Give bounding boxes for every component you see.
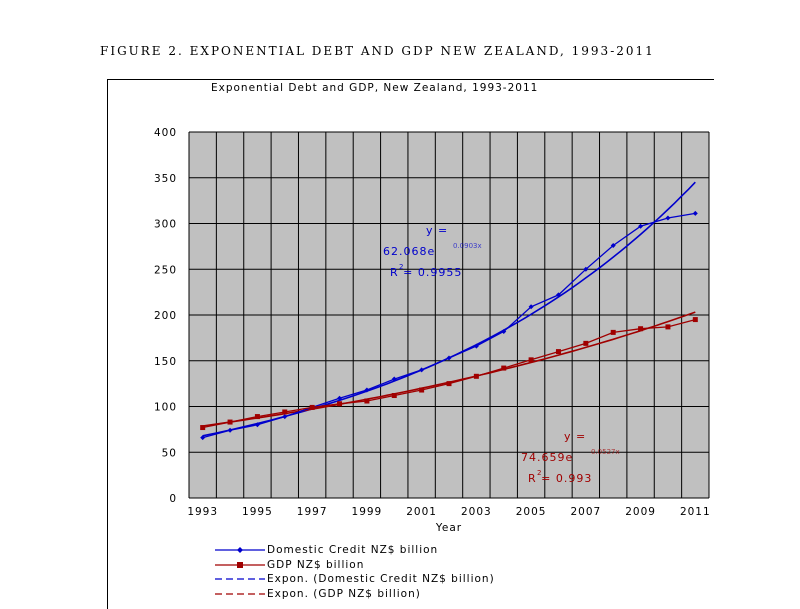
series-0-point-15 — [610, 242, 616, 248]
data-series — [200, 210, 698, 441]
x-tick-label-2: 1997 — [297, 506, 328, 518]
y-tick-label-1: 50 — [162, 447, 177, 459]
legend-swatch-gdp — [215, 561, 265, 568]
series-1-point-11 — [501, 365, 507, 371]
series-0-point-8 — [419, 367, 425, 373]
series-0-point-1 — [227, 427, 233, 433]
legend-item-gdp: GDP NZ$ billion — [215, 558, 495, 573]
legend-swatch-credit — [215, 547, 265, 554]
legend-item-credit: Domestic Credit NZ$ billion — [215, 543, 495, 558]
legend-label-credit-trend: Expon. (Domestic Credit NZ$ billion) — [267, 573, 495, 586]
x-tick-label-4: 2001 — [406, 506, 437, 518]
legend: Domestic Credit NZ$ billion GDP NZ$ bill… — [215, 543, 495, 601]
series-1-point-12 — [528, 357, 534, 363]
series-0-point-10 — [473, 343, 479, 349]
equation-0-coef: 62.068e — [383, 245, 435, 258]
series-1-point-4 — [309, 404, 315, 410]
y-tick-label-7: 350 — [154, 173, 177, 185]
legend-item-credit-trend: Expon. (Domestic Credit NZ$ billion) — [215, 572, 495, 587]
series-0-point-9 — [446, 355, 452, 361]
series-0-point-17 — [665, 215, 671, 221]
series-0-point-16 — [638, 223, 644, 229]
series-0-point-14 — [583, 266, 589, 272]
series-1-point-1 — [227, 419, 233, 425]
legend-label-credit: Domestic Credit NZ$ billion — [267, 544, 439, 557]
y-tick-label-4: 200 — [154, 310, 177, 322]
legend-label-gdp-trend: Expon. (GDP NZ$ billion) — [267, 587, 421, 600]
series-1-point-6 — [364, 398, 370, 404]
equation-0-exponent: 0.0903x — [453, 242, 482, 250]
series-0-point-6 — [364, 387, 370, 393]
x-tick-label-9: 2011 — [680, 506, 711, 518]
equation-1-r2: R = 0.993 — [528, 472, 592, 485]
x-tick-label-0: 1993 — [187, 506, 218, 518]
chart-title: Exponential Debt and GDP, New Zealand, 1… — [211, 82, 538, 94]
y-tick-label-3: 150 — [154, 356, 177, 368]
figure-caption: FIGURE 2. EXPONENTIAL DEBT AND GDP NEW Z… — [100, 44, 655, 58]
series-0-point-7 — [391, 376, 397, 382]
series-1-point-5 — [337, 401, 343, 407]
series-1-point-18 — [692, 317, 698, 323]
series-1-point-15 — [610, 329, 616, 335]
x-tick-label-5: 2003 — [461, 506, 492, 518]
grid-lines — [188, 131, 710, 499]
series-1-point-8 — [419, 387, 425, 393]
equation-0-line1: y = — [426, 224, 448, 237]
equation-1-line1: y = — [564, 430, 586, 443]
series-0-point-18 — [692, 210, 698, 216]
series-1-point-14 — [583, 340, 589, 346]
equation-1-r2-superscript: 2 — [537, 469, 541, 477]
x-axis: 1993 1995 1997 1999 2001 2003 2005 2007 2009 2011 — [187, 506, 711, 518]
series-0-point-5 — [337, 395, 343, 401]
series-1-point-2 — [254, 414, 260, 420]
series-1-point-7 — [391, 393, 397, 399]
x-axis-label: Year — [435, 522, 462, 534]
series-0-point-2 — [254, 422, 260, 428]
chart-frame — [107, 79, 714, 609]
legend-item-gdp-trend: Expon. (GDP NZ$ billion) — [215, 587, 495, 602]
legend-swatch-gdp-trend — [215, 593, 265, 595]
series-1-point-13 — [555, 349, 561, 355]
x-tick-label-1: 1995 — [242, 506, 273, 518]
equation-0-r2-superscript: 2 — [399, 263, 403, 271]
y-tick-label-0: 0 — [169, 493, 177, 505]
y-tick-label-5: 250 — [154, 264, 177, 276]
series-0-point-11 — [501, 328, 507, 334]
equation-1-exponent: 0.0527x — [591, 448, 620, 456]
series-0-point-0 — [200, 435, 206, 441]
x-tick-label-6: 2005 — [516, 506, 547, 518]
x-tick-label-7: 2007 — [570, 506, 601, 518]
series-1-point-17 — [665, 324, 671, 330]
series-0-point-12 — [528, 304, 534, 310]
x-tick-label-3: 1999 — [352, 506, 383, 518]
y-tick-label-6: 300 — [154, 219, 177, 231]
x-tick-label-8: 2009 — [625, 506, 656, 518]
y-tick-label-2: 100 — [154, 402, 177, 414]
y-tick-label-8: 400 — [154, 127, 177, 139]
series-0-point-3 — [282, 414, 288, 420]
series-0-point-13 — [555, 292, 561, 298]
legend-label-gdp: GDP NZ$ billion — [267, 558, 365, 571]
equation-1-coef: 74.659e — [521, 451, 573, 464]
equation-0-r2: R = 0.9955 — [390, 266, 462, 279]
y-axis: 0 50 100 150 200 250 300 350 400 — [154, 127, 177, 505]
series-1-point-16 — [638, 326, 644, 332]
series-1-point-0 — [200, 425, 206, 431]
series-1-point-10 — [473, 373, 479, 379]
series-1-point-3 — [282, 409, 288, 415]
legend-swatch-credit-trend — [215, 578, 265, 580]
series-1-point-9 — [446, 381, 452, 387]
